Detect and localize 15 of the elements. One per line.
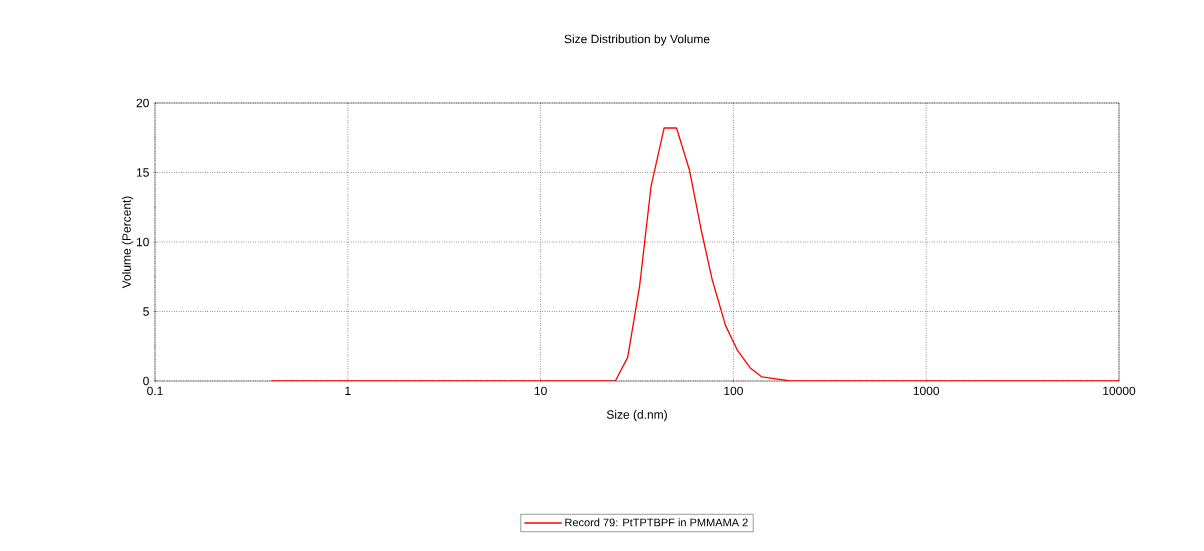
- x-tick-label: 100: [724, 386, 743, 396]
- y-tick-label: 0: [143, 376, 149, 386]
- x-tick-label: 10: [534, 386, 547, 396]
- y-axis-title: Volume (Percent): [121, 196, 134, 289]
- y-tick-label: 15: [136, 168, 149, 177]
- y-tick-label: 20: [136, 98, 149, 108]
- x-tick-label: 1000: [913, 386, 940, 396]
- y-tick-label: 5: [143, 307, 149, 316]
- x-tick-label: 10000: [1103, 386, 1136, 396]
- y-tick-label: 10: [136, 237, 149, 247]
- legend-label: Record 79: PtTPTBPF in PMMAMA 2: [565, 518, 748, 527]
- chart-title: Size Distribution by Volume: [564, 34, 710, 46]
- x-axis-title: Size (d.nm): [606, 409, 667, 422]
- x-tick-label: 1: [345, 386, 351, 395]
- x-tick-label: 0.1: [147, 386, 163, 396]
